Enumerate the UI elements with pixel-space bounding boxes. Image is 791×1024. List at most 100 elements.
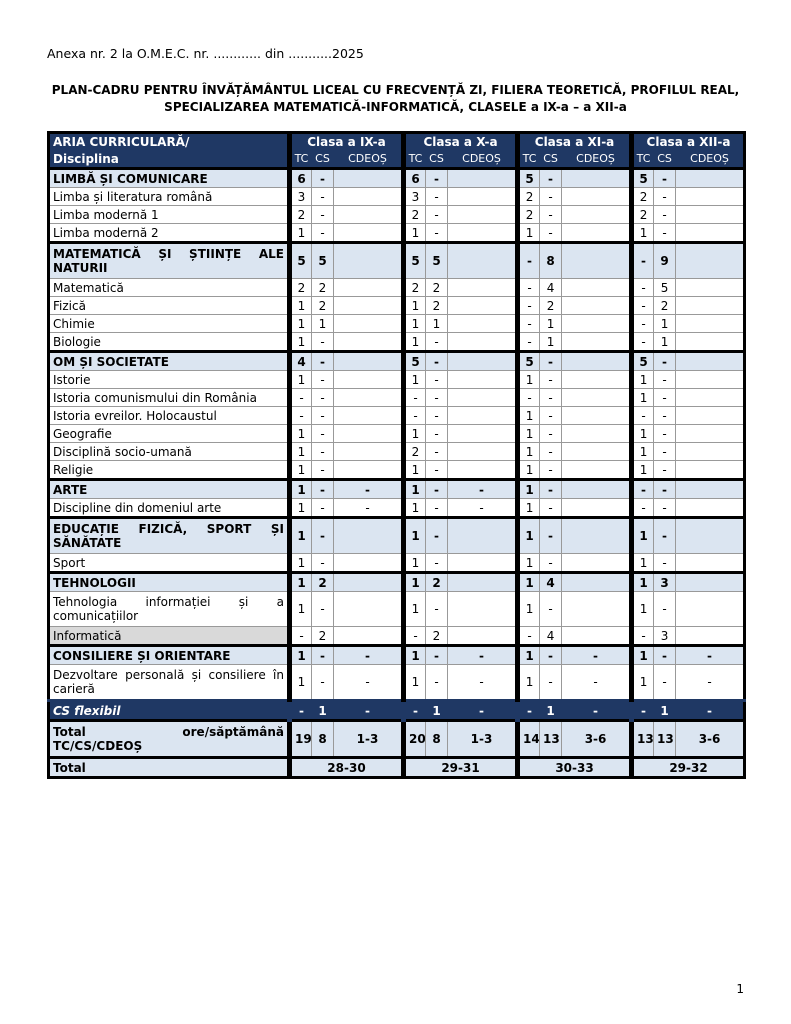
cell-cs: - <box>311 460 334 480</box>
cell-cdeos <box>446 332 519 352</box>
cell-cdeos <box>446 626 519 646</box>
cell-cs: 2 <box>425 296 448 315</box>
cell-cdeos <box>561 516 633 554</box>
cell-cdeos <box>675 424 746 443</box>
grand-total-label: Total <box>48 756 290 778</box>
cell-cs: - <box>425 167 448 188</box>
cell-tc: 1 <box>401 223 426 243</box>
cell-tc: 1 <box>287 516 312 554</box>
cell-cs: - <box>311 370 334 389</box>
cell-cdeos: - <box>675 664 746 701</box>
cell-tc: 1 <box>287 296 312 315</box>
cell-cs: - <box>311 664 334 701</box>
cell-tc: 20 <box>401 719 426 758</box>
cell-cs: - <box>425 424 448 443</box>
cell-cdeos <box>561 478 633 499</box>
cell-tc: 1 <box>287 571 312 592</box>
cell-tc: 1 <box>401 498 426 518</box>
cell-tc: - <box>515 314 541 333</box>
cell-cs: - <box>311 350 334 371</box>
cell-cs: - <box>425 516 448 554</box>
header-row-classes: ARIA CURRICULARĂ/ Clasa a IX-a Clasa a X… <box>48 132 746 151</box>
cell-cdeos <box>446 350 519 371</box>
cell-cs: - <box>653 187 677 206</box>
cell-cs: 13 <box>653 719 677 758</box>
cell-cs: - <box>539 388 563 407</box>
subheader-cdeos: CDEOȘ <box>675 150 746 169</box>
table-row: Geografie 1-1-1-1- <box>48 424 746 443</box>
cell-tc: 2 <box>629 205 655 224</box>
cell-cdeos <box>561 350 633 371</box>
cell-tc: - <box>629 314 655 333</box>
cell-cs: 3 <box>653 571 677 592</box>
cell-tc: 1 <box>401 296 426 315</box>
table-row: Fizică 1 2 1 2-2-2 <box>48 296 746 315</box>
total-hours-row: Total ore/săptămână TC/CS/CDEOȘ 19 8 1-3 20 8… <box>48 719 746 758</box>
cell-cdeos <box>675 591 746 627</box>
row-label: Fizică <box>48 296 290 315</box>
grand-total-value: 30-33 <box>515 756 633 778</box>
cell-tc: 1 <box>515 424 541 443</box>
title-line-2: SPECIALIZAREA MATEMATICĂ-INFORMATICĂ, CL… <box>164 100 627 114</box>
cell-tc: 19 <box>287 719 312 758</box>
cell-tc: 1 <box>287 460 312 480</box>
cell-tc: 6 <box>401 167 426 188</box>
cell-tc: 5 <box>515 167 541 188</box>
header-area-label: ARIA CURRICULARĂ/ <box>48 132 290 151</box>
annex-reference: Anexa nr. 2 la O.M.E.C. nr. ............… <box>47 46 364 61</box>
cell-tc: 2 <box>401 278 426 297</box>
cell-tc: 2 <box>287 278 312 297</box>
cell-cs: 2 <box>425 626 448 646</box>
header-class-ix: Clasa a IX-a <box>287 132 404 151</box>
row-label: Matematică <box>48 278 290 297</box>
table-row: Informatică -2-2-4-3 <box>48 626 746 646</box>
cell-tc: 1 <box>401 314 426 333</box>
cell-cdeos <box>333 442 404 461</box>
subheader-cs: CS <box>539 150 563 169</box>
cell-tc: 1 <box>515 571 541 592</box>
cell-cdeos: - <box>333 478 404 499</box>
section-row: LIMBĂ ȘI COMUNICARE 6-6-5-5- <box>48 167 746 188</box>
cell-cdeos <box>333 332 404 352</box>
cell-cdeos <box>446 516 519 554</box>
cell-cs: - <box>539 516 563 554</box>
cell-cs: - <box>311 167 334 188</box>
subheader-cdeos: CDEOȘ <box>446 150 519 169</box>
cell-tc: - <box>629 478 655 499</box>
cell-cs: - <box>653 424 677 443</box>
cell-cdeos <box>675 350 746 371</box>
row-label: Dezvoltare personală și consiliere în ca… <box>48 664 290 701</box>
cell-cs: - <box>539 644 563 665</box>
cell-cdeos: 3-6 <box>675 719 746 758</box>
cell-cs: - <box>653 498 677 518</box>
cell-tc: 1 <box>287 332 312 352</box>
cs-flexibil-row: CS flexibil -1- -1- -1- -1- <box>48 699 746 721</box>
table-row: Dezvoltare personală și consiliere în ca… <box>48 664 746 701</box>
cell-tc: 1 <box>629 370 655 389</box>
cell-cdeos <box>446 388 519 407</box>
cell-cs: - <box>311 205 334 224</box>
cell-cdeos <box>333 296 404 315</box>
cell-cdeos <box>561 241 633 279</box>
cell-cs: - <box>653 350 677 371</box>
cell-tc: 1 <box>515 442 541 461</box>
cell-cs: 1 <box>653 699 677 721</box>
cell-cs: 8 <box>425 719 448 758</box>
cell-tc: 2 <box>401 442 426 461</box>
cell-cdeos <box>675 241 746 279</box>
cell-cdeos <box>333 187 404 206</box>
row-label: Disciplină socio-umană <box>48 442 290 461</box>
cell-tc: 5 <box>401 350 426 371</box>
cell-tc: 1 <box>515 644 541 665</box>
cell-cdeos <box>675 187 746 206</box>
section-row: CONSILIERE ȘI ORIENTARE 1- -1- -1- -1- - <box>48 644 746 665</box>
cell-cs: - <box>311 478 334 499</box>
cell-cs: - <box>311 187 334 206</box>
subheader-tc: TC <box>401 150 426 169</box>
table-row: Disciplină socio-umană 1-2-1-1- <box>48 442 746 461</box>
header-class-xii: Clasa a XII-a <box>629 132 746 151</box>
row-label: Biologie <box>48 332 290 352</box>
cell-cdeos <box>333 205 404 224</box>
cell-tc: - <box>629 241 655 279</box>
cell-cs: - <box>425 388 448 407</box>
